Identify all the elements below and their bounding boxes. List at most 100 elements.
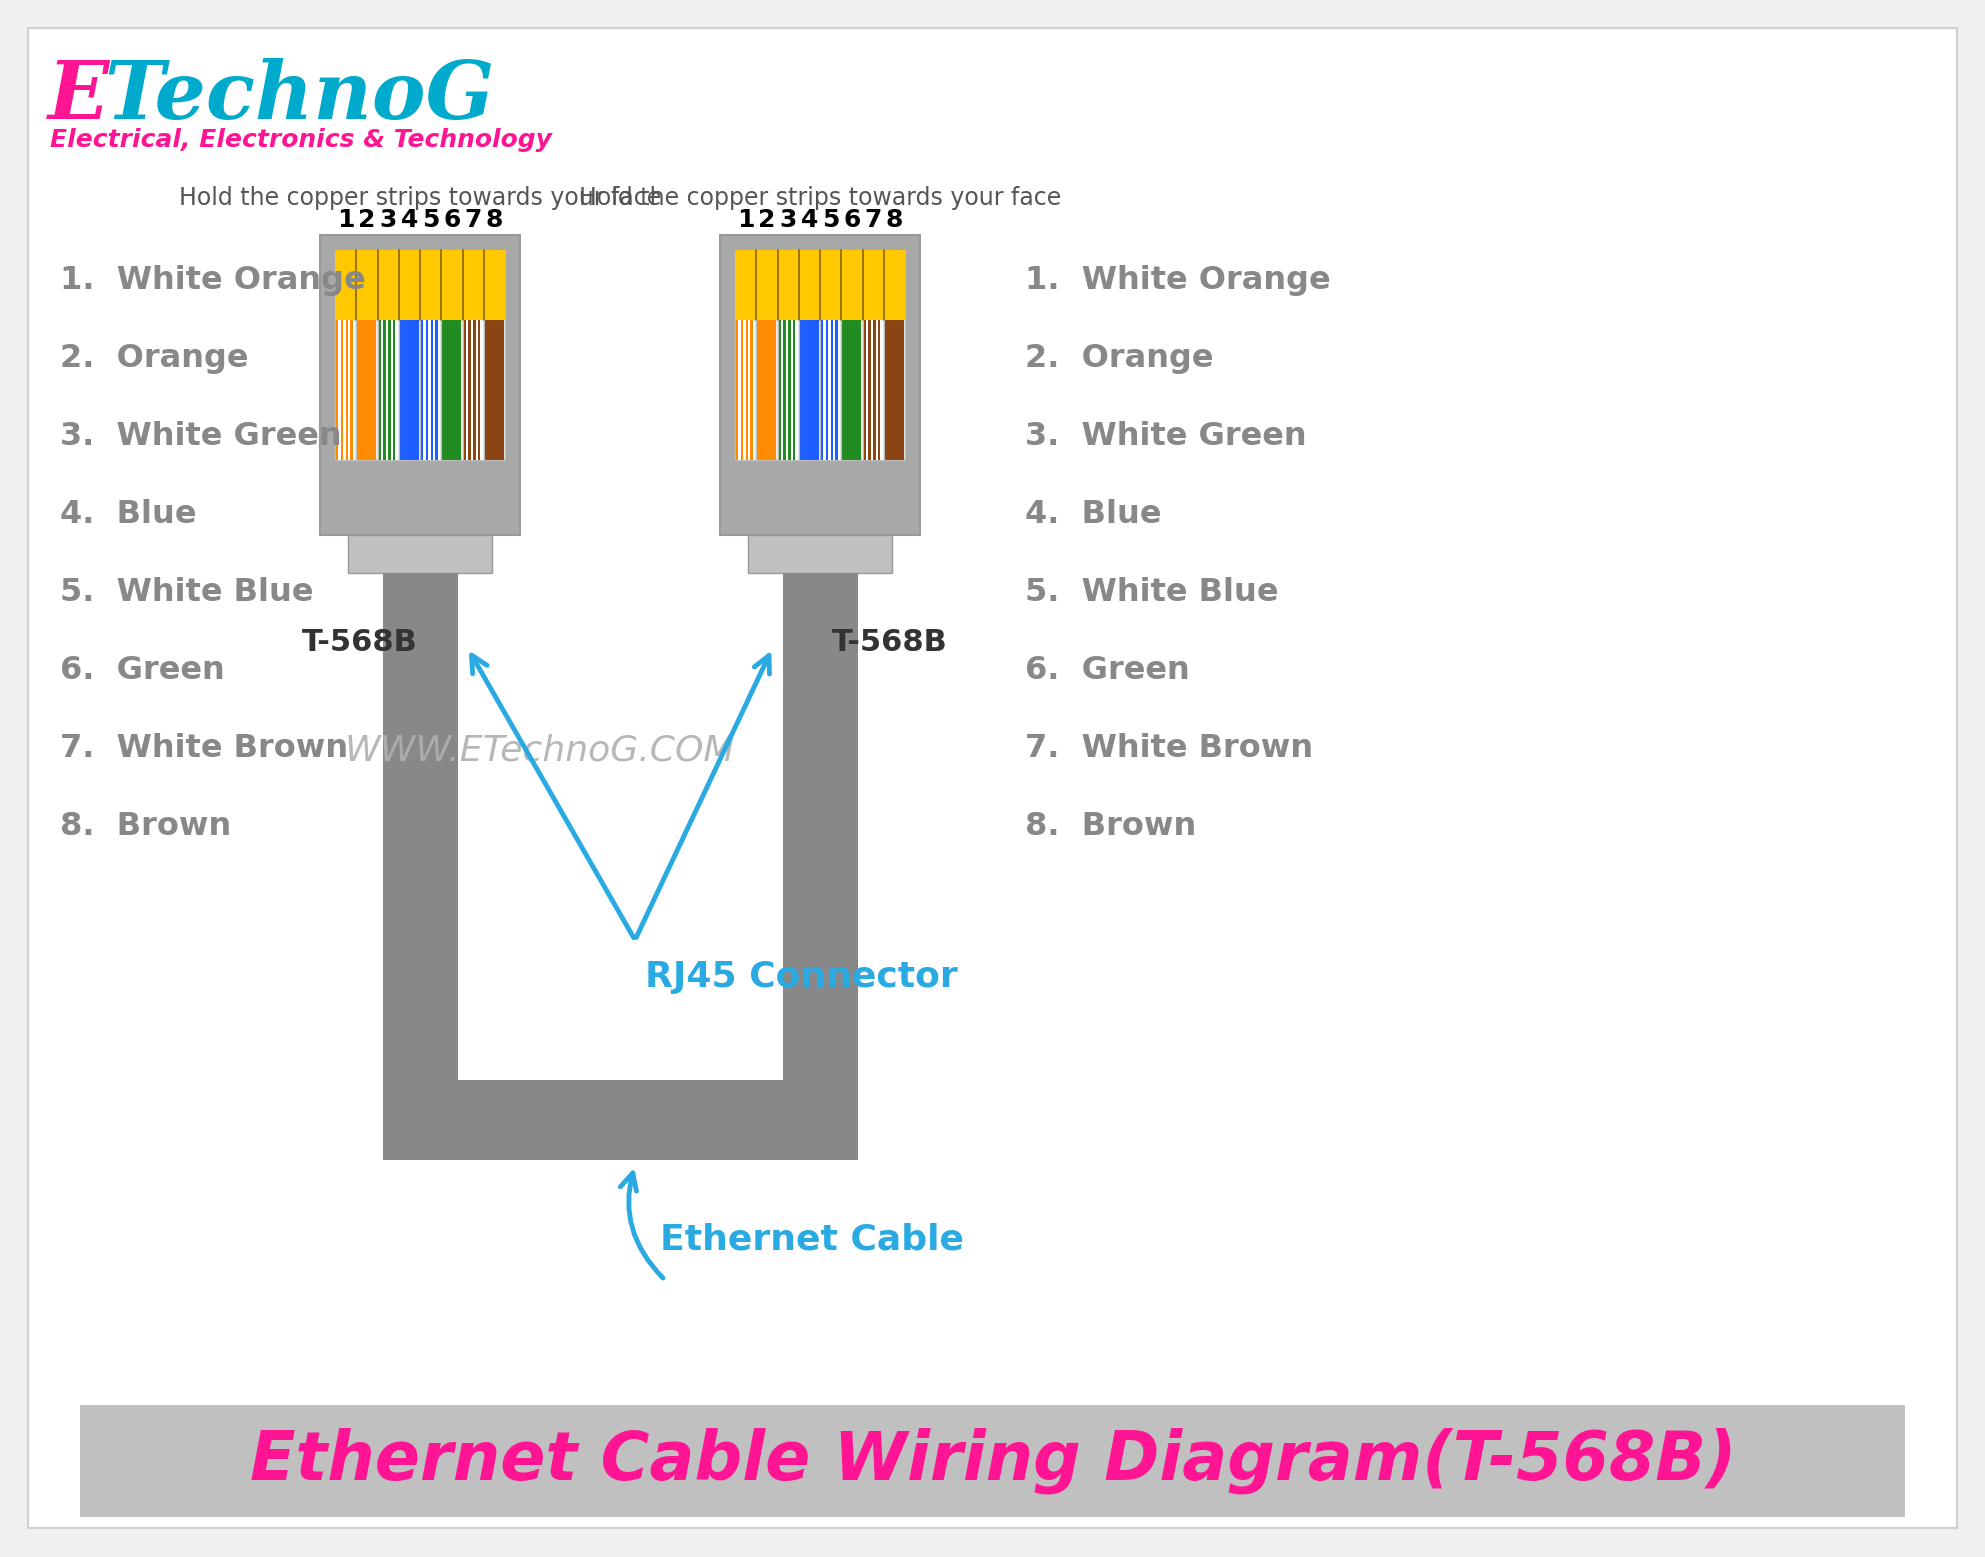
Text: TechnoG: TechnoG <box>103 58 494 135</box>
Text: Hold the copper strips towards your face: Hold the copper strips towards your face <box>580 185 1062 210</box>
Bar <box>836 321 838 459</box>
Bar <box>885 321 903 459</box>
Bar <box>736 321 738 459</box>
Text: 8: 8 <box>486 209 502 232</box>
Bar <box>788 321 790 459</box>
Text: 2.  Orange: 2. Orange <box>1024 343 1213 374</box>
Text: 2: 2 <box>357 209 375 232</box>
Bar <box>782 573 858 638</box>
Text: 1.  White Orange: 1. White Orange <box>1024 265 1330 296</box>
Bar <box>778 321 780 459</box>
Text: 2.  Orange: 2. Orange <box>60 343 248 374</box>
Bar <box>393 321 395 459</box>
Bar <box>830 321 834 459</box>
Bar <box>383 321 385 459</box>
Text: 3: 3 <box>780 209 796 232</box>
Text: 5.  White Blue: 5. White Blue <box>1024 578 1278 607</box>
Bar <box>721 235 919 536</box>
Bar <box>734 251 905 321</box>
Text: 7.  White Brown: 7. White Brown <box>60 733 347 764</box>
Text: T-568B: T-568B <box>302 627 419 657</box>
Text: 6.  Green: 6. Green <box>1024 655 1189 687</box>
Bar <box>379 321 397 459</box>
Bar <box>345 321 347 459</box>
Bar <box>383 638 457 1081</box>
Bar <box>472 321 476 459</box>
Text: 3.  White Green: 3. White Green <box>60 420 341 452</box>
Bar <box>341 321 343 459</box>
Bar <box>464 321 482 459</box>
Text: RJ45 Connector: RJ45 Connector <box>645 961 957 993</box>
Bar <box>784 321 786 459</box>
Bar <box>867 321 871 459</box>
Text: 8.  Brown: 8. Brown <box>1024 811 1197 842</box>
Bar <box>389 321 391 459</box>
Bar <box>347 536 492 573</box>
Bar <box>842 321 861 459</box>
Text: 7: 7 <box>464 209 482 232</box>
Bar <box>468 321 470 459</box>
Text: 4: 4 <box>800 209 818 232</box>
Text: 1: 1 <box>337 209 355 232</box>
Bar <box>826 321 828 459</box>
Bar <box>335 321 355 459</box>
Bar <box>421 321 423 459</box>
Text: WWW.ETechnoG.COM: WWW.ETechnoG.COM <box>345 733 734 768</box>
Text: 4.  Blue: 4. Blue <box>1024 498 1161 529</box>
Bar <box>399 321 419 459</box>
Text: Electrical, Electronics & Technology: Electrical, Electronics & Technology <box>50 128 552 153</box>
Text: 5.  White Blue: 5. White Blue <box>60 578 314 607</box>
Bar <box>877 321 879 459</box>
Bar <box>750 321 752 459</box>
Bar <box>782 638 858 1081</box>
Text: 6: 6 <box>844 209 861 232</box>
Bar <box>734 251 905 459</box>
Bar <box>335 251 504 459</box>
Bar <box>435 321 439 459</box>
Bar <box>746 321 748 459</box>
Text: 6.  Green: 6. Green <box>60 655 224 687</box>
Bar <box>478 321 480 459</box>
Text: Ethernet Cable: Ethernet Cable <box>659 1222 965 1256</box>
Text: 8.  Brown: 8. Brown <box>60 811 230 842</box>
Bar <box>383 1081 858 1160</box>
Bar <box>792 321 796 459</box>
Text: Hold the copper strips towards your face: Hold the copper strips towards your face <box>179 185 661 210</box>
Text: 4.  Blue: 4. Blue <box>60 498 197 529</box>
Text: 1: 1 <box>736 209 754 232</box>
Bar <box>778 321 798 459</box>
Text: Ethernet Cable Wiring Diagram(T-568B): Ethernet Cable Wiring Diagram(T-568B) <box>250 1428 1737 1495</box>
Bar <box>351 321 353 459</box>
Text: T-568B: T-568B <box>832 627 949 657</box>
Bar <box>748 536 891 573</box>
Text: 7: 7 <box>863 209 881 232</box>
Text: 3.  White Green: 3. White Green <box>1024 420 1306 452</box>
Text: 5: 5 <box>822 209 840 232</box>
Text: 7.  White Brown: 7. White Brown <box>1024 733 1314 764</box>
Text: 5: 5 <box>423 209 439 232</box>
Bar <box>320 235 520 536</box>
Bar <box>758 321 776 459</box>
Bar <box>421 321 441 459</box>
Bar <box>427 321 429 459</box>
Bar <box>335 321 339 459</box>
Text: 2: 2 <box>758 209 776 232</box>
Bar <box>740 321 742 459</box>
Bar <box>379 321 381 459</box>
Text: 3: 3 <box>379 209 397 232</box>
Bar <box>431 321 433 459</box>
Text: 1.  White Orange: 1. White Orange <box>60 265 365 296</box>
Bar <box>863 321 865 459</box>
Text: 8: 8 <box>885 209 903 232</box>
Bar <box>800 321 820 459</box>
Bar <box>79 1404 1906 1517</box>
Bar <box>443 321 461 459</box>
Bar <box>736 321 754 459</box>
Bar <box>822 321 840 459</box>
Bar <box>822 321 824 459</box>
Bar <box>863 321 883 459</box>
Bar <box>357 321 377 459</box>
Bar <box>383 573 457 638</box>
Bar <box>484 321 504 459</box>
Bar <box>464 321 466 459</box>
